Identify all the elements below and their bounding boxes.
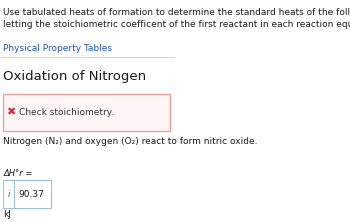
Text: ΔH°r =: ΔH°r = xyxy=(3,169,33,178)
Text: Check stoichiometry.: Check stoichiometry. xyxy=(19,108,113,117)
Text: Oxidation of Nitrogen: Oxidation of Nitrogen xyxy=(3,70,146,83)
Text: 90.37: 90.37 xyxy=(19,190,44,199)
Text: Nitrogen (N₂) and oxygen (O₂) react to form nitric oxide.: Nitrogen (N₂) and oxygen (O₂) react to f… xyxy=(3,137,258,146)
FancyBboxPatch shape xyxy=(3,180,51,208)
FancyBboxPatch shape xyxy=(3,94,170,131)
Text: i: i xyxy=(7,190,10,199)
Text: Use tabulated heats of formation to determine the standard heats of the followin: Use tabulated heats of formation to dete… xyxy=(3,8,350,29)
Text: ✖: ✖ xyxy=(6,107,15,117)
Text: kJ: kJ xyxy=(3,210,11,219)
Text: Physical Property Tables: Physical Property Tables xyxy=(3,44,112,54)
